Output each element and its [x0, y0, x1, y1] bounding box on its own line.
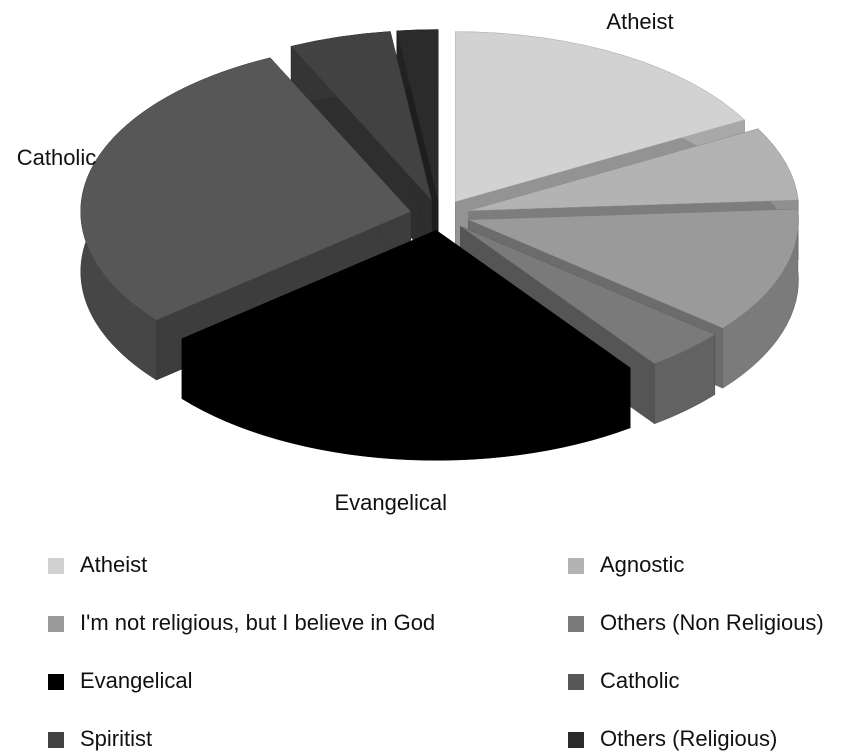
slice	[460, 226, 716, 365]
legend: Atheist Agnostic I'm not religious, but I …	[48, 552, 824, 751]
pie: Atheist Evangelical Catholic	[17, 9, 799, 515]
legend-label: Atheist	[80, 552, 147, 577]
slice	[181, 230, 631, 401]
legend-swatch	[48, 674, 64, 690]
legend-label: I'm not religious, but I believe in God	[80, 610, 435, 635]
slice-label: Evangelical	[334, 490, 447, 515]
legend-label: Spiritist	[80, 726, 152, 751]
legend-swatch	[48, 558, 64, 574]
slice	[455, 31, 745, 203]
slice-label: Atheist	[606, 9, 673, 34]
legend-swatch	[568, 558, 584, 574]
slice	[290, 31, 432, 201]
legend-swatch	[48, 616, 64, 632]
legend-swatch	[568, 674, 584, 690]
legend-label: Catholic	[600, 668, 679, 693]
legend-label: Evangelical	[80, 668, 193, 693]
slice	[468, 128, 799, 211]
legend-label: Agnostic	[600, 552, 684, 577]
legend-label: Others (Non Religious)	[600, 610, 824, 635]
legend-label: Others (Religious)	[600, 726, 777, 751]
legend-swatch	[48, 732, 64, 748]
slice-label: Catholic	[17, 145, 96, 170]
slice	[396, 29, 439, 200]
slice	[80, 57, 412, 321]
slice	[468, 208, 799, 329]
legend-swatch	[568, 732, 584, 748]
legend-swatch	[568, 616, 584, 632]
